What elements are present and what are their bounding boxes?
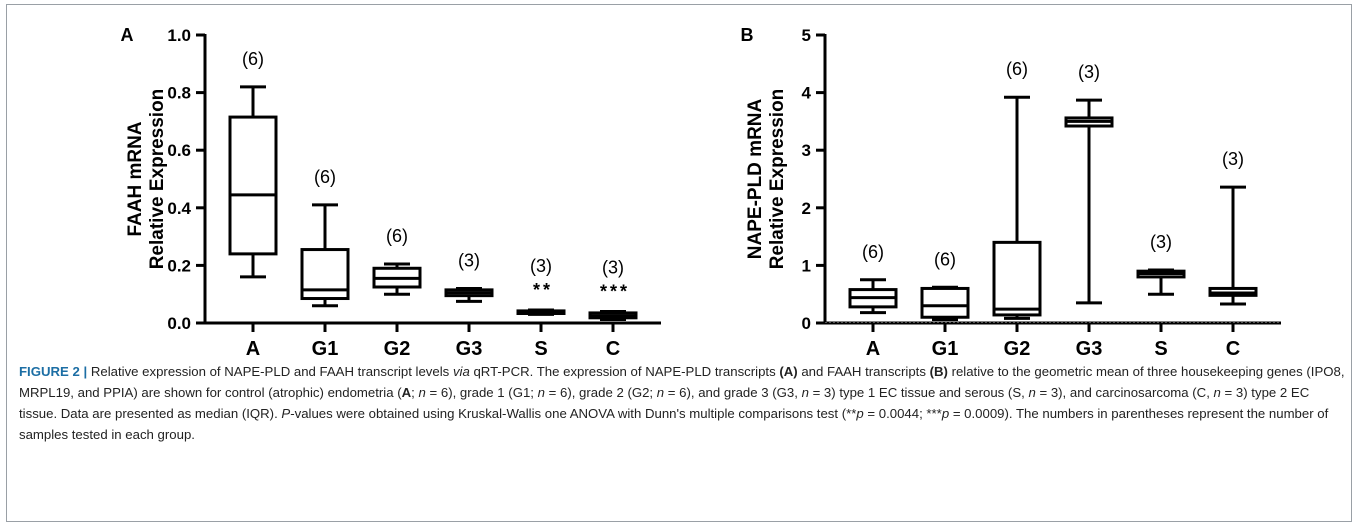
caption-text: = 0.0044; *** xyxy=(863,406,942,421)
sample-count-label: (3) xyxy=(1222,149,1244,169)
caption-text: = 0.0009). The numbers in parentheses re… xyxy=(19,406,1329,442)
panel-b-chart: B NAPE-PLD mRNA Relative Expression 0 1 2 3 4 5 A… xyxy=(741,25,1281,355)
y-tick-label: 3 xyxy=(802,141,811,160)
y-tick-label: 4 xyxy=(802,84,812,103)
y-tick-label: 0.2 xyxy=(167,256,191,275)
sample-count-label: (3) xyxy=(458,250,480,270)
sample-count-label: (3) xyxy=(1078,62,1100,82)
caption-italic: P xyxy=(281,406,291,421)
iqr-box xyxy=(992,240,1042,317)
box-g1 xyxy=(300,203,350,308)
box-c xyxy=(588,309,638,322)
caption-text: = 3) type 2 EC tissue. Data are presente… xyxy=(19,385,1310,421)
sample-count-label: (3) xyxy=(530,256,552,276)
x-tick-label: A xyxy=(866,338,880,355)
y-axis-title-line1: FAAH mRNA xyxy=(125,121,146,236)
x-tick-label: G2 xyxy=(384,338,411,355)
caption-text: and FAAH transcripts xyxy=(797,364,930,379)
x-tick-label: G1 xyxy=(932,338,959,355)
box-g3 xyxy=(444,286,494,303)
significance-marker: *** xyxy=(600,281,630,301)
y-tick-label: 1 xyxy=(802,256,811,275)
y-tick-label: 0.4 xyxy=(167,199,191,218)
sample-count-label: (6) xyxy=(1006,59,1028,79)
iqr-box xyxy=(228,115,278,256)
panel-a-chart: A FAAH mRNA Relative Expression 0.0 0.2 0.4 0.… xyxy=(121,25,661,355)
caption-italic: p xyxy=(856,406,864,421)
x-tick-label: G3 xyxy=(456,338,483,355)
box-a xyxy=(848,278,898,315)
caption-text: qRT-PCR. The expression of NAPE-PLD tran… xyxy=(469,364,780,379)
x-tick-label: C xyxy=(606,338,620,355)
caption-italic: n xyxy=(1028,385,1036,400)
caption-text: = 6), grade 2 (G2; xyxy=(544,385,657,400)
caption-text: ; xyxy=(411,385,419,400)
caption-text: Relative expression of NAPE-PLD and FAAH… xyxy=(87,364,453,379)
y-tick-label: 0 xyxy=(802,314,811,333)
caption-italic: n xyxy=(1213,385,1221,400)
box-a xyxy=(228,85,278,279)
box-s xyxy=(516,308,566,316)
sample-count-label: (3) xyxy=(602,257,624,277)
caption-text: -values were obtained using Kruskal-Wall… xyxy=(290,406,857,421)
caption-italic: n xyxy=(537,385,545,400)
caption-text: = 3), and carcinosarcoma (C, xyxy=(1035,385,1214,400)
caption-italic: n xyxy=(418,385,426,400)
caption-italic: n xyxy=(656,385,665,400)
y-tick-label: 5 xyxy=(802,26,811,45)
sample-count-label: (6) xyxy=(242,49,264,69)
panel-label: B xyxy=(741,25,754,45)
caption-bold: A xyxy=(401,385,412,400)
figure-caption: FIGURE 2 | Relative expression of NAPE-P… xyxy=(19,361,1349,445)
caption-italic: n xyxy=(801,385,809,400)
box-g2 xyxy=(372,262,422,296)
y-tick-label: 1.0 xyxy=(167,26,191,45)
caption-italic: via xyxy=(452,364,470,379)
sample-count-label: (6) xyxy=(862,242,884,262)
sample-count-label: (3) xyxy=(1150,232,1172,252)
caption-text: = 6), grade 1 (G1; xyxy=(425,385,538,400)
x-tick-label: A xyxy=(246,338,260,355)
y-tick-label: 0.6 xyxy=(167,141,191,160)
sample-count-label: (6) xyxy=(934,249,956,269)
caption-text: = 6), and grade 3 (G3, xyxy=(664,385,802,400)
y-axis-title-line2: Relative Expression xyxy=(147,89,168,270)
y-axis-title-line1: NAPE-PLD mRNA xyxy=(745,98,766,259)
x-tick-label: S xyxy=(1154,338,1167,355)
x-tick-label: G1 xyxy=(312,338,339,355)
panel-label: A xyxy=(121,25,134,45)
caption-text: = 3) type 1 EC tissue and serous (S, xyxy=(808,385,1029,400)
box-g2 xyxy=(992,95,1042,320)
caption-lead: FIGURE 2 | xyxy=(19,364,88,379)
x-tick-label: C xyxy=(1226,338,1240,355)
x-tick-label: S xyxy=(534,338,547,355)
significance-marker: ** xyxy=(533,280,553,300)
x-tick-label: G3 xyxy=(1076,338,1103,355)
y-tick-label: 0.0 xyxy=(167,314,191,333)
caption-italic: p xyxy=(941,406,950,421)
box-c xyxy=(1208,185,1258,306)
iqr-box xyxy=(920,286,970,319)
y-tick-label: 2 xyxy=(802,199,811,218)
caption-text: relative to the geometric mean of three … xyxy=(19,364,1345,400)
y-tick-label: 0.8 xyxy=(167,84,191,103)
box-g3 xyxy=(1064,98,1114,305)
box-s xyxy=(1136,268,1186,296)
sample-count-label: (6) xyxy=(386,226,408,246)
sample-count-label: (6) xyxy=(314,167,336,187)
caption-bold: (A) xyxy=(779,364,798,379)
caption-bold: (B) xyxy=(929,364,948,379)
y-axis-title-line2: Relative Expression xyxy=(767,89,788,270)
x-tick-label: G2 xyxy=(1004,338,1031,355)
figure-frame: A FAAH mRNA Relative Expression 0.0 0.2 0.4 0.… xyxy=(6,4,1352,522)
box-g1 xyxy=(920,285,970,322)
